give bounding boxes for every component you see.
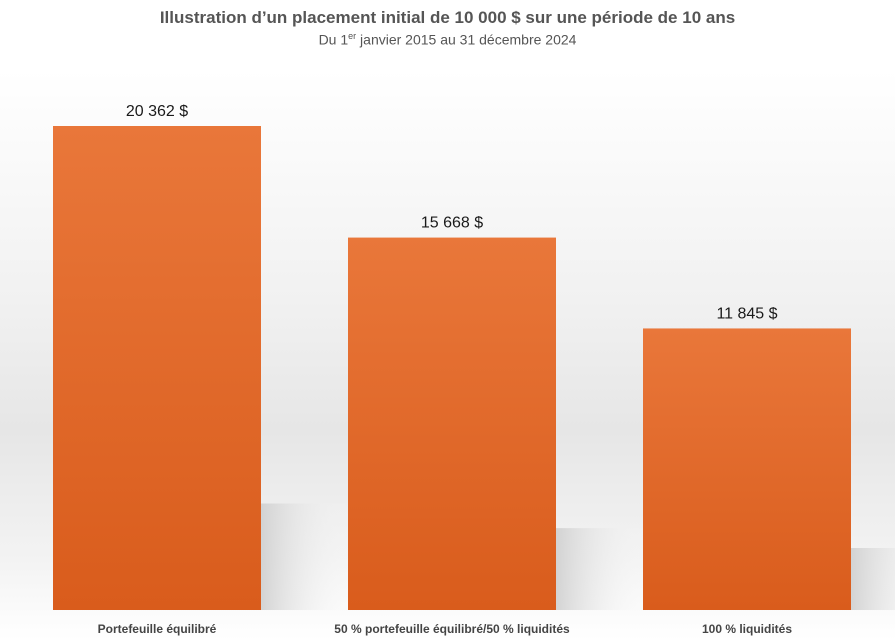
chart-subtitle: Du 1er janvier 2015 au 31 décembre 2024: [0, 31, 895, 48]
data-label: 11 845 $: [716, 305, 777, 322]
chart-title: Illustration d’un placement initial de 1…: [159, 8, 736, 27]
subtitle-sup: er: [348, 31, 357, 41]
bar-shadow: [556, 528, 651, 610]
category-label: Portefeuille équilibré: [98, 622, 217, 636]
bar-shadow: [851, 548, 895, 610]
subtitle-suffix: janvier 2015 au 31 décembre 2024: [356, 31, 577, 48]
bar: [348, 237, 556, 610]
category-label: 50 % portefeuille équilibré/50 % liquidi…: [334, 622, 570, 636]
bar: [53, 126, 261, 610]
subtitle-prefix: Du 1: [318, 31, 349, 48]
data-label: 20 362 $: [126, 103, 188, 120]
bar-shadow: [261, 503, 356, 610]
category-label: 100 % liquidités: [702, 622, 792, 636]
bar: [643, 328, 851, 610]
data-label: 15 668 $: [421, 215, 483, 232]
